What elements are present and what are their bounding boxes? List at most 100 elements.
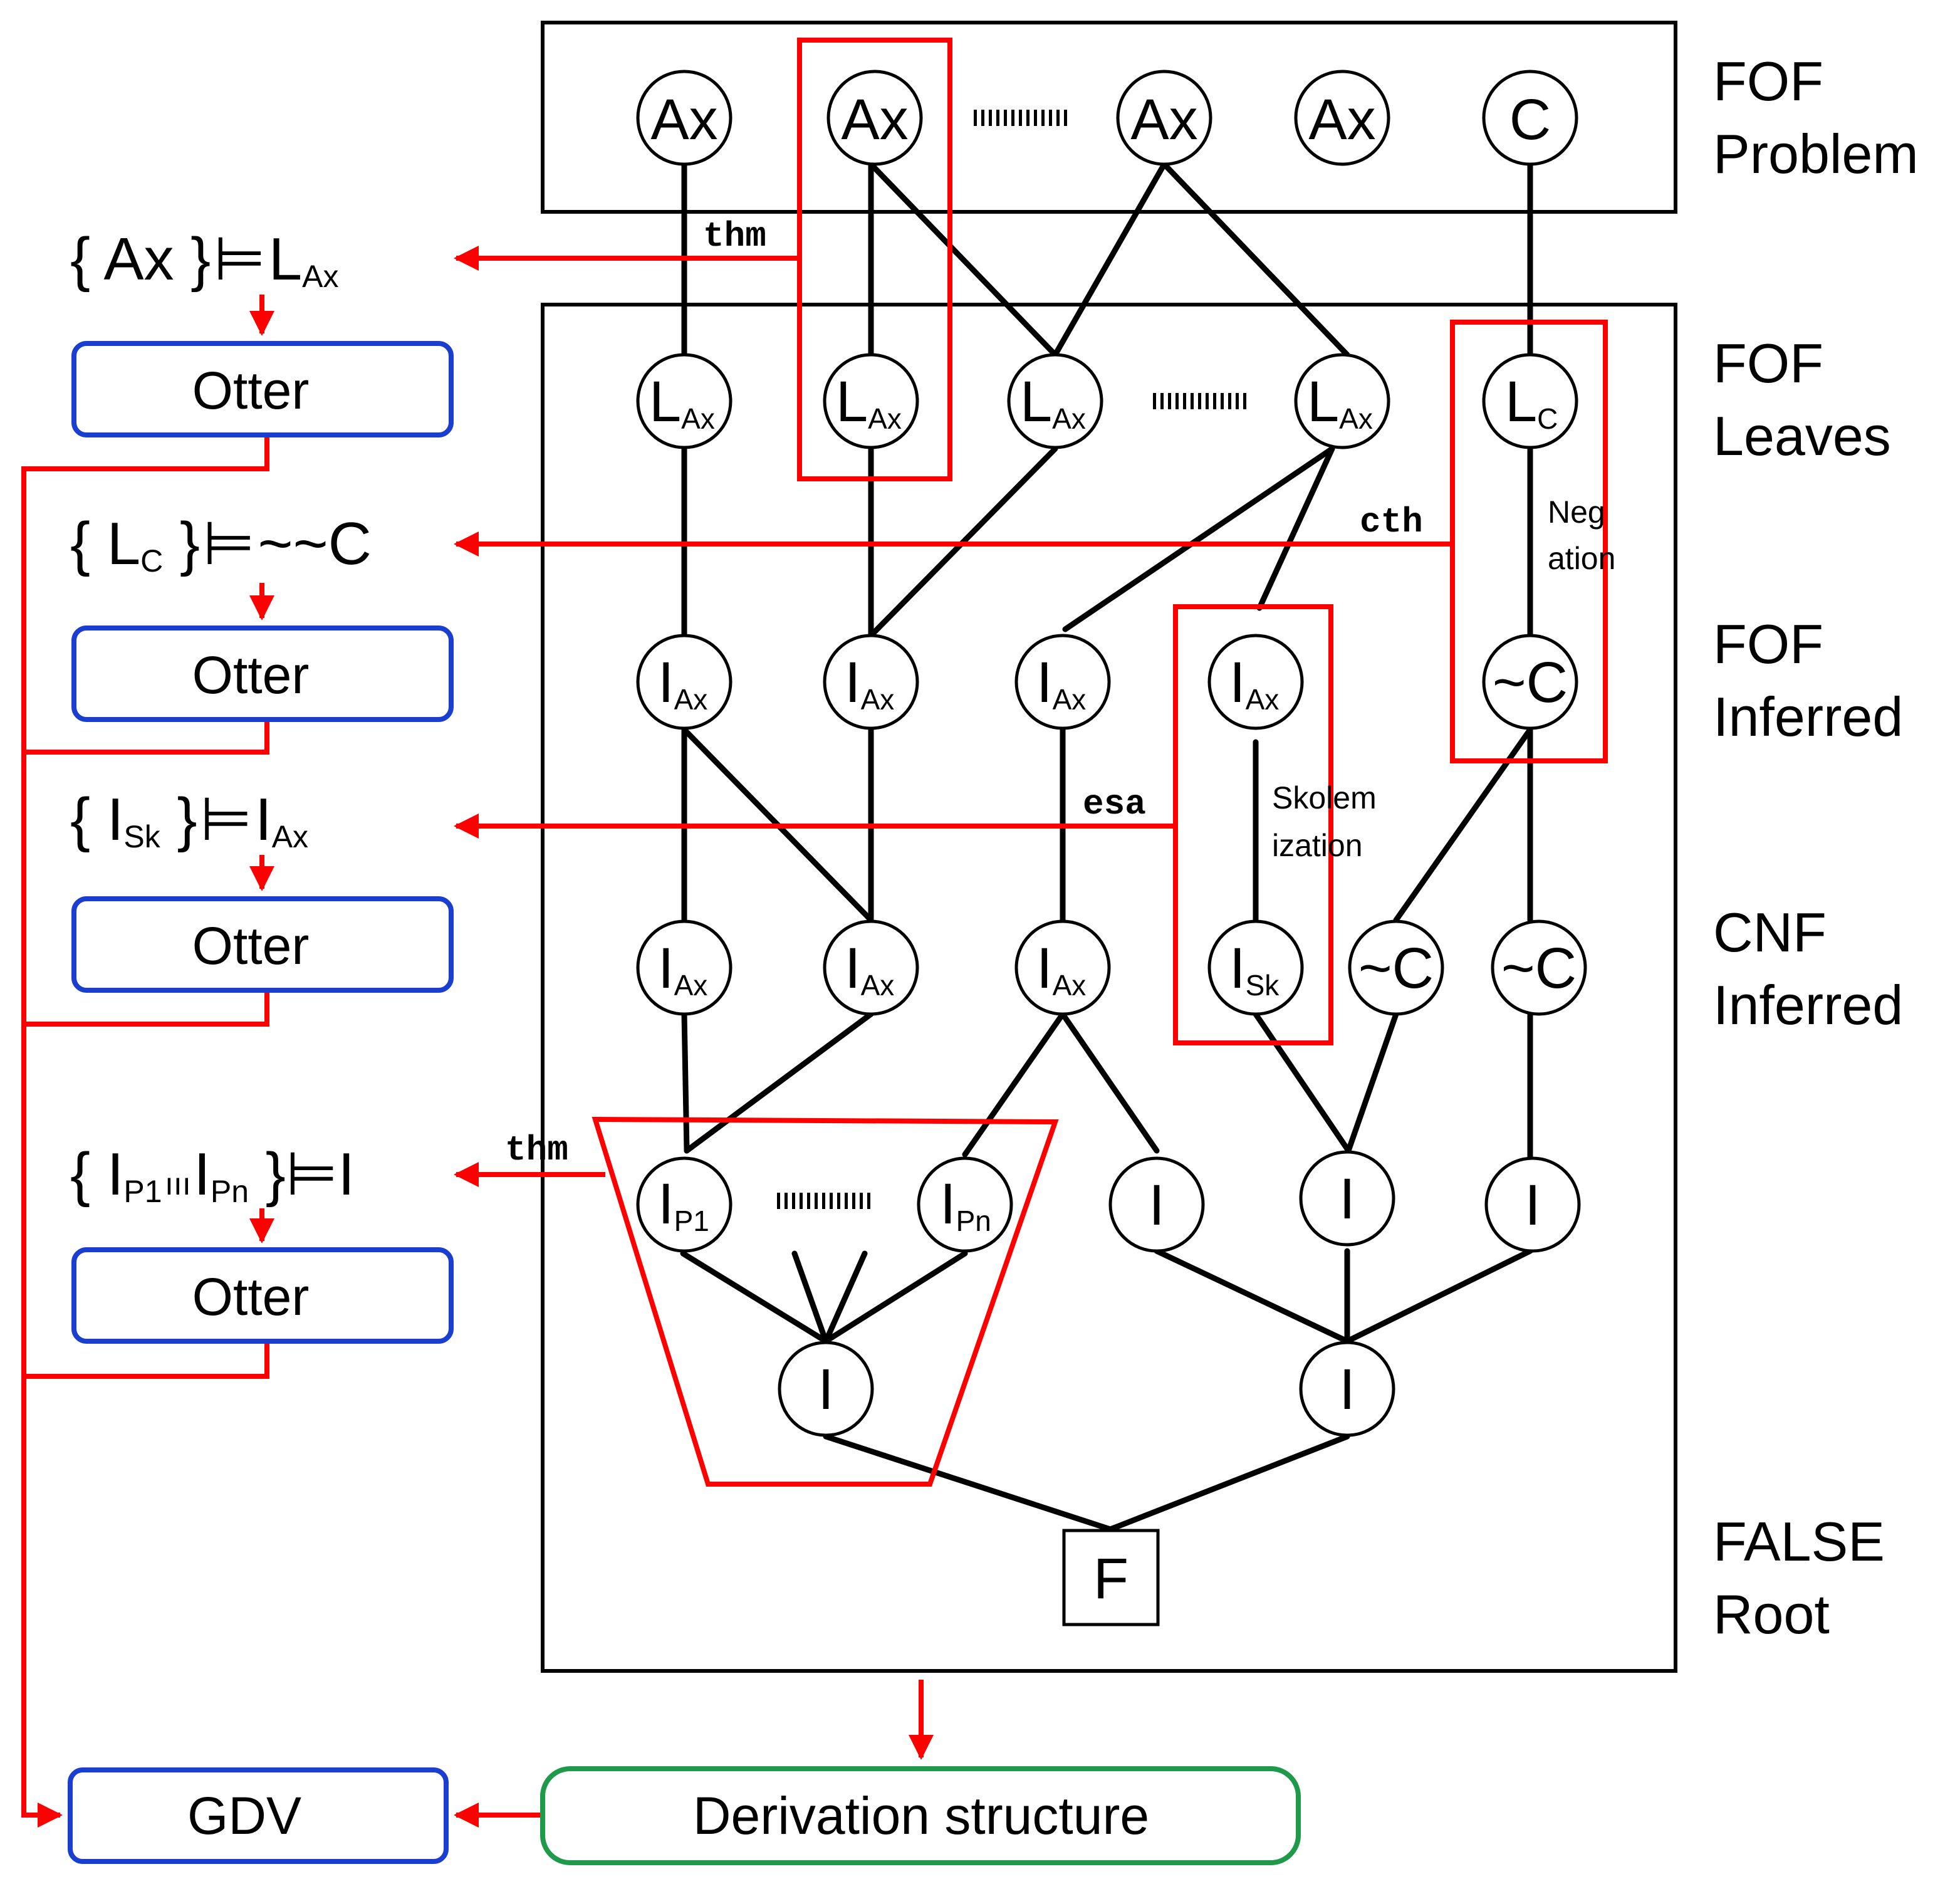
otter-box-3-label: Otter xyxy=(192,916,310,975)
label-leaf-4: LAx xyxy=(1307,370,1373,435)
label-leaf-1: LAx xyxy=(649,370,715,435)
label-cnf-inferred-1: IAx xyxy=(658,936,707,1002)
node-fof-inferred-4 xyxy=(1207,634,1304,730)
label-fof-inferred-2: IAx xyxy=(845,651,894,716)
label-fof-inferred-negc: ~C xyxy=(1493,651,1568,714)
label-inferred-b: I xyxy=(1339,1167,1355,1231)
label-false-root: F xyxy=(1093,1547,1129,1611)
otter-box-4 xyxy=(71,1247,454,1344)
ellipsis-marks xyxy=(777,110,1251,1209)
node-inferred-p1 xyxy=(636,1156,732,1253)
thm-inference-highlight xyxy=(592,1116,1059,1487)
layer-label-problem-2: Problem xyxy=(1713,123,1919,185)
label-fof-inferred-3: IAx xyxy=(1036,651,1086,716)
node-leaf-2 xyxy=(823,353,919,449)
red-connectors xyxy=(21,246,1452,1828)
node-leaf-1 xyxy=(636,353,732,449)
node-inferred-pn xyxy=(917,1156,1013,1253)
node-false-root xyxy=(1062,1529,1160,1626)
label-cnf-inferred-negc-1: ~C xyxy=(1358,936,1434,1000)
otter-3-output xyxy=(24,993,269,1027)
derivation-structure-box xyxy=(540,1766,1301,1865)
otter-box-2 xyxy=(71,625,454,722)
layer-label-fof-inferred-2: Inferred xyxy=(1713,686,1903,748)
node-leaf-c xyxy=(1482,353,1578,449)
label-inferred-pn: IPn xyxy=(940,1172,991,1237)
node-leaf-3 xyxy=(1007,353,1103,449)
layer-label-fof-inferred-1: FOF xyxy=(1713,613,1823,675)
transform-annotations: Neg ation Skolem ization xyxy=(1272,495,1615,863)
label-cnf-inferred-2: IAx xyxy=(845,936,894,1002)
tree-edges xyxy=(680,161,1533,1532)
node-fof-inferred-3 xyxy=(1014,634,1111,730)
otter-boxes: Otter Otter Otter Otter xyxy=(71,341,454,1344)
node-cnf-inferred-negc-1 xyxy=(1348,919,1444,1016)
otter-box-1 xyxy=(71,341,454,437)
derivation-structure-label: Derivation structure xyxy=(693,1786,1149,1845)
node-problem-c xyxy=(1482,70,1578,166)
tag-esa: esa xyxy=(1083,784,1146,824)
node-fof-inferred-2 xyxy=(823,634,919,730)
layer-label-leaves-1: FOF xyxy=(1713,332,1823,394)
otter-outputs-bus xyxy=(21,436,269,1828)
node-fof-inferred-1 xyxy=(636,634,732,730)
otter-2-output xyxy=(24,721,269,755)
entailment-formulas: { Ax } ⊨ LAx { LC } ⊨ ~~C { ISk } ⊨ IAx … xyxy=(70,226,372,1209)
entailment-3: { ISk } ⊨ IAx xyxy=(70,786,308,854)
node-problem-ax-4 xyxy=(1294,70,1390,166)
layer-label-problem-1: FOF xyxy=(1713,50,1823,112)
label-fof-inferred-4: IAx xyxy=(1229,651,1279,716)
layer-label-cnf-inferred-2: Inferred xyxy=(1713,974,1903,1036)
tag-thm-1: thm xyxy=(703,216,766,256)
tree-nodes xyxy=(636,70,1587,1626)
label-leaf-2: LAx xyxy=(836,370,902,435)
node-fof-inferred-negc xyxy=(1482,634,1578,730)
entailment-1: { Ax } ⊨ LAx xyxy=(70,226,338,294)
skolemization-note-line1: Skolem xyxy=(1272,780,1377,815)
entailment-2: { LC } ⊨ ~~C xyxy=(70,510,372,578)
label-inferred-a: I xyxy=(1149,1173,1165,1237)
otter-box-1-label: Otter xyxy=(192,361,310,420)
layer-labels: FOF Problem FOF Leaves FOF Inferred CNF … xyxy=(1713,50,1919,1645)
skolemization-note-line2: ization xyxy=(1272,828,1363,863)
label-leaf-3: LAx xyxy=(1020,370,1086,435)
label-cnf-inferred-negc-2: ~C xyxy=(1501,936,1577,1000)
node-cnf-inferred-negc-2 xyxy=(1491,919,1587,1016)
entailment-4: { IP1 ııı IPn }⊨I xyxy=(70,1141,355,1209)
label-inferred-c: I xyxy=(1525,1173,1541,1237)
label-problem-ax-1: Ax xyxy=(650,88,717,152)
node-labels: Ax Ax Ax Ax C LAx LAx LAx LAx LC IAx IAx… xyxy=(649,88,1577,1611)
node-problem-ax-2 xyxy=(826,70,923,166)
node-problem-ax-1 xyxy=(636,70,732,166)
label-inferred-left: I xyxy=(818,1358,834,1421)
node-cnf-inferred-2 xyxy=(823,919,919,1016)
label-problem-c: C xyxy=(1509,88,1551,152)
node-cnf-inferred-3 xyxy=(1014,919,1111,1016)
label-inferred-p1: IP1 xyxy=(658,1172,709,1237)
edge-tags: thm cth esa thm xyxy=(505,216,1423,1170)
label-cnf-inferred-3: IAx xyxy=(1036,936,1086,1002)
gdv-label: GDV xyxy=(187,1786,301,1845)
derivation-tree-frame xyxy=(541,303,1677,1673)
otter-box-4-label: Otter xyxy=(192,1267,310,1326)
label-inferred-right: I xyxy=(1339,1358,1355,1421)
otter-box-2-label: Otter xyxy=(192,646,310,704)
label-fof-inferred-1: IAx xyxy=(658,651,707,716)
node-inferred-a xyxy=(1108,1156,1205,1253)
node-inferred-right xyxy=(1299,1341,1395,1437)
otter-4-output xyxy=(24,1343,269,1379)
tag-thm-2: thm xyxy=(505,1130,568,1170)
node-cnf-inferred-1 xyxy=(636,919,732,1016)
label-problem-ax-2: Ax xyxy=(841,88,908,152)
label-problem-ax-3: Ax xyxy=(1130,88,1197,152)
node-problem-ax-3 xyxy=(1116,70,1212,166)
label-cnf-inferred-sk: ISk xyxy=(1229,936,1280,1002)
layer-label-root-1: FALSE xyxy=(1713,1510,1885,1573)
tag-cth: cth xyxy=(1360,502,1423,542)
negation-note-line1: Neg xyxy=(1548,495,1605,530)
label-problem-ax-4: Ax xyxy=(1308,88,1375,152)
negation-note-line2: ation xyxy=(1548,541,1615,576)
node-cnf-inferred-sk xyxy=(1207,919,1304,1016)
node-inferred-c xyxy=(1484,1156,1581,1253)
